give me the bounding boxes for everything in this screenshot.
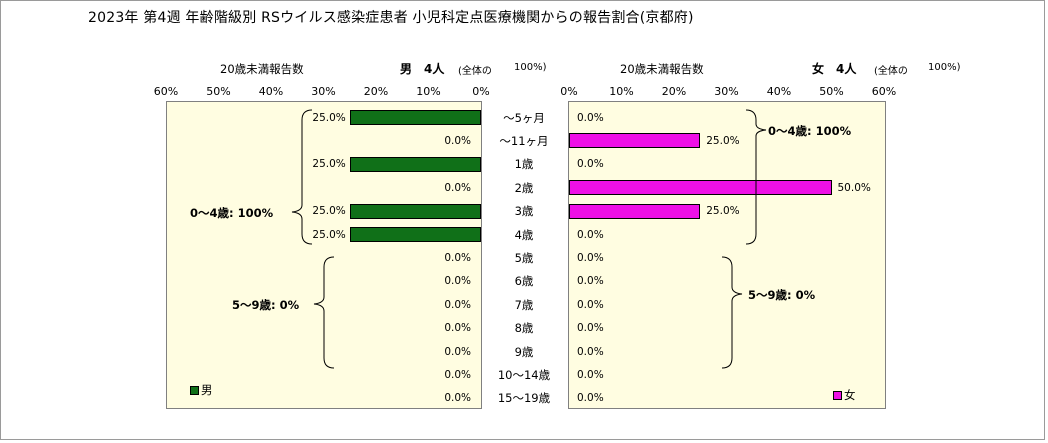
x-tick-left-6: 0% (472, 85, 490, 98)
female-value-label-3: 50.0% (837, 181, 871, 194)
male-bracket-5-9 (313, 256, 335, 369)
female-count: 4人 (836, 62, 857, 76)
male-value-label-5: 25.0% (312, 228, 346, 241)
age-label-5: 4歳 (514, 227, 534, 242)
female-legend-swatch (833, 390, 842, 400)
x-tick-right-3: 30% (714, 85, 739, 98)
female-group-5-9: 5～9歳: 0% (748, 288, 816, 302)
female-value-label-9: 0.0% (577, 322, 604, 335)
age-label-0: ～5ヶ月 (503, 110, 545, 125)
male-value-label-1: 0.0% (444, 134, 471, 147)
female-value-label-0: 0.0% (577, 111, 604, 124)
male-bracket-0-4 (291, 109, 313, 245)
x-tick-right-1: 10% (609, 85, 634, 98)
male-subtitle: 20歳未満報告数 (220, 62, 304, 76)
x-tick-right-4: 40% (766, 85, 792, 98)
female-legend-label: 女 (844, 388, 856, 402)
age-label-12: 15～19歳 (497, 391, 551, 406)
male-label: 男 (400, 62, 413, 76)
female-group-0-4: 0～4歳: 100% (768, 124, 852, 138)
x-tick-right-6: 60% (871, 85, 897, 98)
age-label-3: 2歳 (514, 180, 534, 195)
age-label-8: 7歳 (514, 297, 534, 312)
age-label-9: 8歳 (514, 321, 534, 336)
female-subtitle: 20歳未満報告数 (620, 62, 704, 76)
age-label-1: ～11ヶ月 (499, 133, 549, 148)
male-total-pct: 100%) (514, 62, 547, 73)
female-value-label-1: 25.0% (706, 134, 740, 147)
male-value-label-7: 0.0% (444, 275, 471, 288)
male-bar-5 (349, 227, 481, 242)
male-value-label-0: 25.0% (312, 111, 346, 124)
age-label-10: 9歳 (514, 344, 534, 359)
male-value-label-12: 0.0% (444, 392, 471, 405)
male-bar-2 (349, 156, 481, 172)
age-label-4: 3歳 (514, 204, 534, 219)
male-count: 4人 (424, 62, 445, 76)
female-value-label-4: 25.0% (706, 205, 740, 218)
female-total-pct: 100%) (928, 62, 961, 73)
age-label-6: 5歳 (514, 250, 534, 265)
x-tick-right-0: 0% (560, 85, 578, 98)
female-bar-4 (569, 203, 701, 219)
x-tick-left-4: 20% (363, 85, 389, 98)
x-tick-right-5: 50% (819, 85, 844, 98)
male-total-note: (全体の (458, 66, 492, 77)
male-value-label-3: 0.0% (444, 181, 471, 194)
female-value-label-12: 0.0% (577, 392, 604, 405)
female-value-label-11: 0.0% (577, 368, 604, 381)
female-legend: 女 (833, 387, 856, 403)
x-tick-left-3: 30% (311, 85, 336, 98)
x-tick-right-2: 20% (661, 85, 687, 98)
female-bracket-5-9 (721, 256, 743, 369)
female-bar-1 (569, 133, 701, 149)
age-label-7: 6歳 (514, 274, 534, 289)
male-group-5-9: 5～9歳: 0% (232, 298, 300, 312)
male-value-label-4: 25.0% (312, 205, 346, 218)
x-tick-left-1: 50% (206, 85, 231, 98)
female-value-label-2: 0.0% (577, 158, 604, 171)
male-bar-4 (349, 203, 481, 219)
female-label: 女 (812, 62, 825, 76)
x-tick-left-2: 40% (258, 85, 284, 98)
male-value-label-6: 0.0% (444, 251, 471, 264)
female-value-label-10: 0.0% (577, 345, 604, 358)
male-legend-label: 男 (201, 383, 213, 397)
male-group-0-4: 0～4歳: 100% (190, 206, 274, 220)
male-value-label-11: 0.0% (444, 368, 471, 381)
x-tick-left-5: 10% (416, 85, 441, 98)
age-label-11: 10～14歳 (497, 367, 551, 382)
male-legend: 男 (190, 382, 213, 398)
female-value-label-5: 0.0% (577, 228, 604, 241)
female-value-label-7: 0.0% (577, 275, 604, 288)
male-value-label-10: 0.0% (444, 345, 471, 358)
female-value-label-6: 0.0% (577, 251, 604, 264)
chart-title: 2023年 第4週 年齢階級別 RSウイルス感染症患者 小児科定点医療機関からの… (88, 10, 694, 26)
female-total-note: (全体の (874, 66, 908, 77)
female-bar-3 (569, 180, 832, 196)
female-value-label-8: 0.0% (577, 298, 604, 311)
male-value-label-8: 0.0% (444, 298, 471, 311)
male-bar-0 (349, 110, 481, 125)
age-label-2: 1歳 (514, 157, 534, 172)
x-tick-left-0: 60% (153, 85, 179, 98)
male-value-label-2: 25.0% (312, 158, 346, 171)
female-bracket-0-4 (745, 109, 767, 245)
female-plot-area (568, 101, 886, 409)
male-legend-swatch (190, 385, 199, 395)
male-value-label-9: 0.0% (444, 322, 471, 335)
